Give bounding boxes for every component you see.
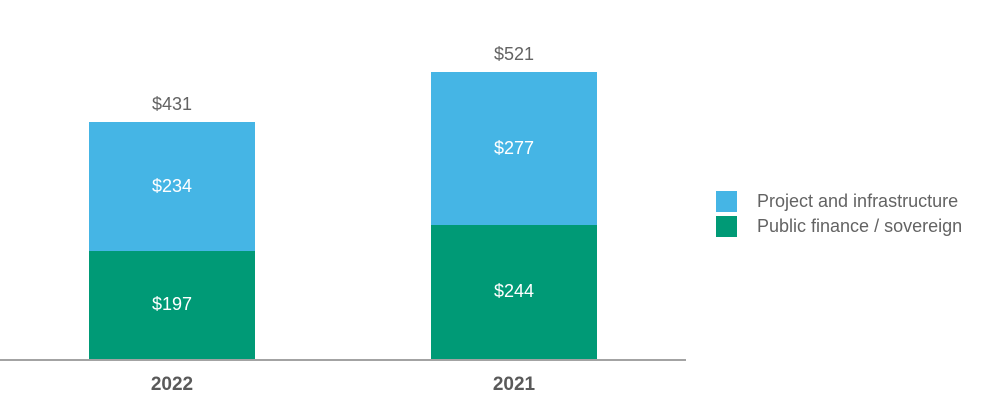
legend-swatch-green: [716, 215, 737, 237]
legend-item-project-infrastructure: Project and infrastructure: [716, 190, 962, 212]
bar-segment-public-finance-2021: $244: [431, 224, 597, 359]
legend-label: Public finance / sovereign: [757, 215, 963, 236]
bar-group-2021: $521 $277 $244: [431, 44, 597, 359]
x-axis-baseline: [0, 359, 686, 361]
legend-swatch-blue: [716, 190, 737, 212]
legend-item-public-finance: Public finance / sovereign: [716, 215, 962, 237]
segment-value-label: $234: [151, 175, 193, 196]
bar-segment-public-finance-2022: $197: [89, 250, 255, 359]
x-axis-label-2022: 2022: [150, 374, 194, 395]
bar-total-label-2022: $431: [151, 93, 193, 114]
legend-label: Project and infrastructure: [757, 190, 959, 211]
legend: Project and infrastructure Public financ…: [716, 190, 962, 237]
segment-value-label: $277: [493, 138, 535, 159]
x-axis-label-2021: 2021: [492, 374, 536, 395]
segment-value-label: $244: [493, 281, 535, 302]
bar-segment-project-infrastructure-2021: $277: [431, 72, 597, 225]
bar-segment-project-infrastructure-2022: $234: [89, 121, 255, 251]
bar-group-2022: $431 $234 $197: [89, 94, 255, 359]
bar-total-label-2021: $521: [493, 44, 535, 65]
segment-value-label: $197: [151, 294, 193, 315]
